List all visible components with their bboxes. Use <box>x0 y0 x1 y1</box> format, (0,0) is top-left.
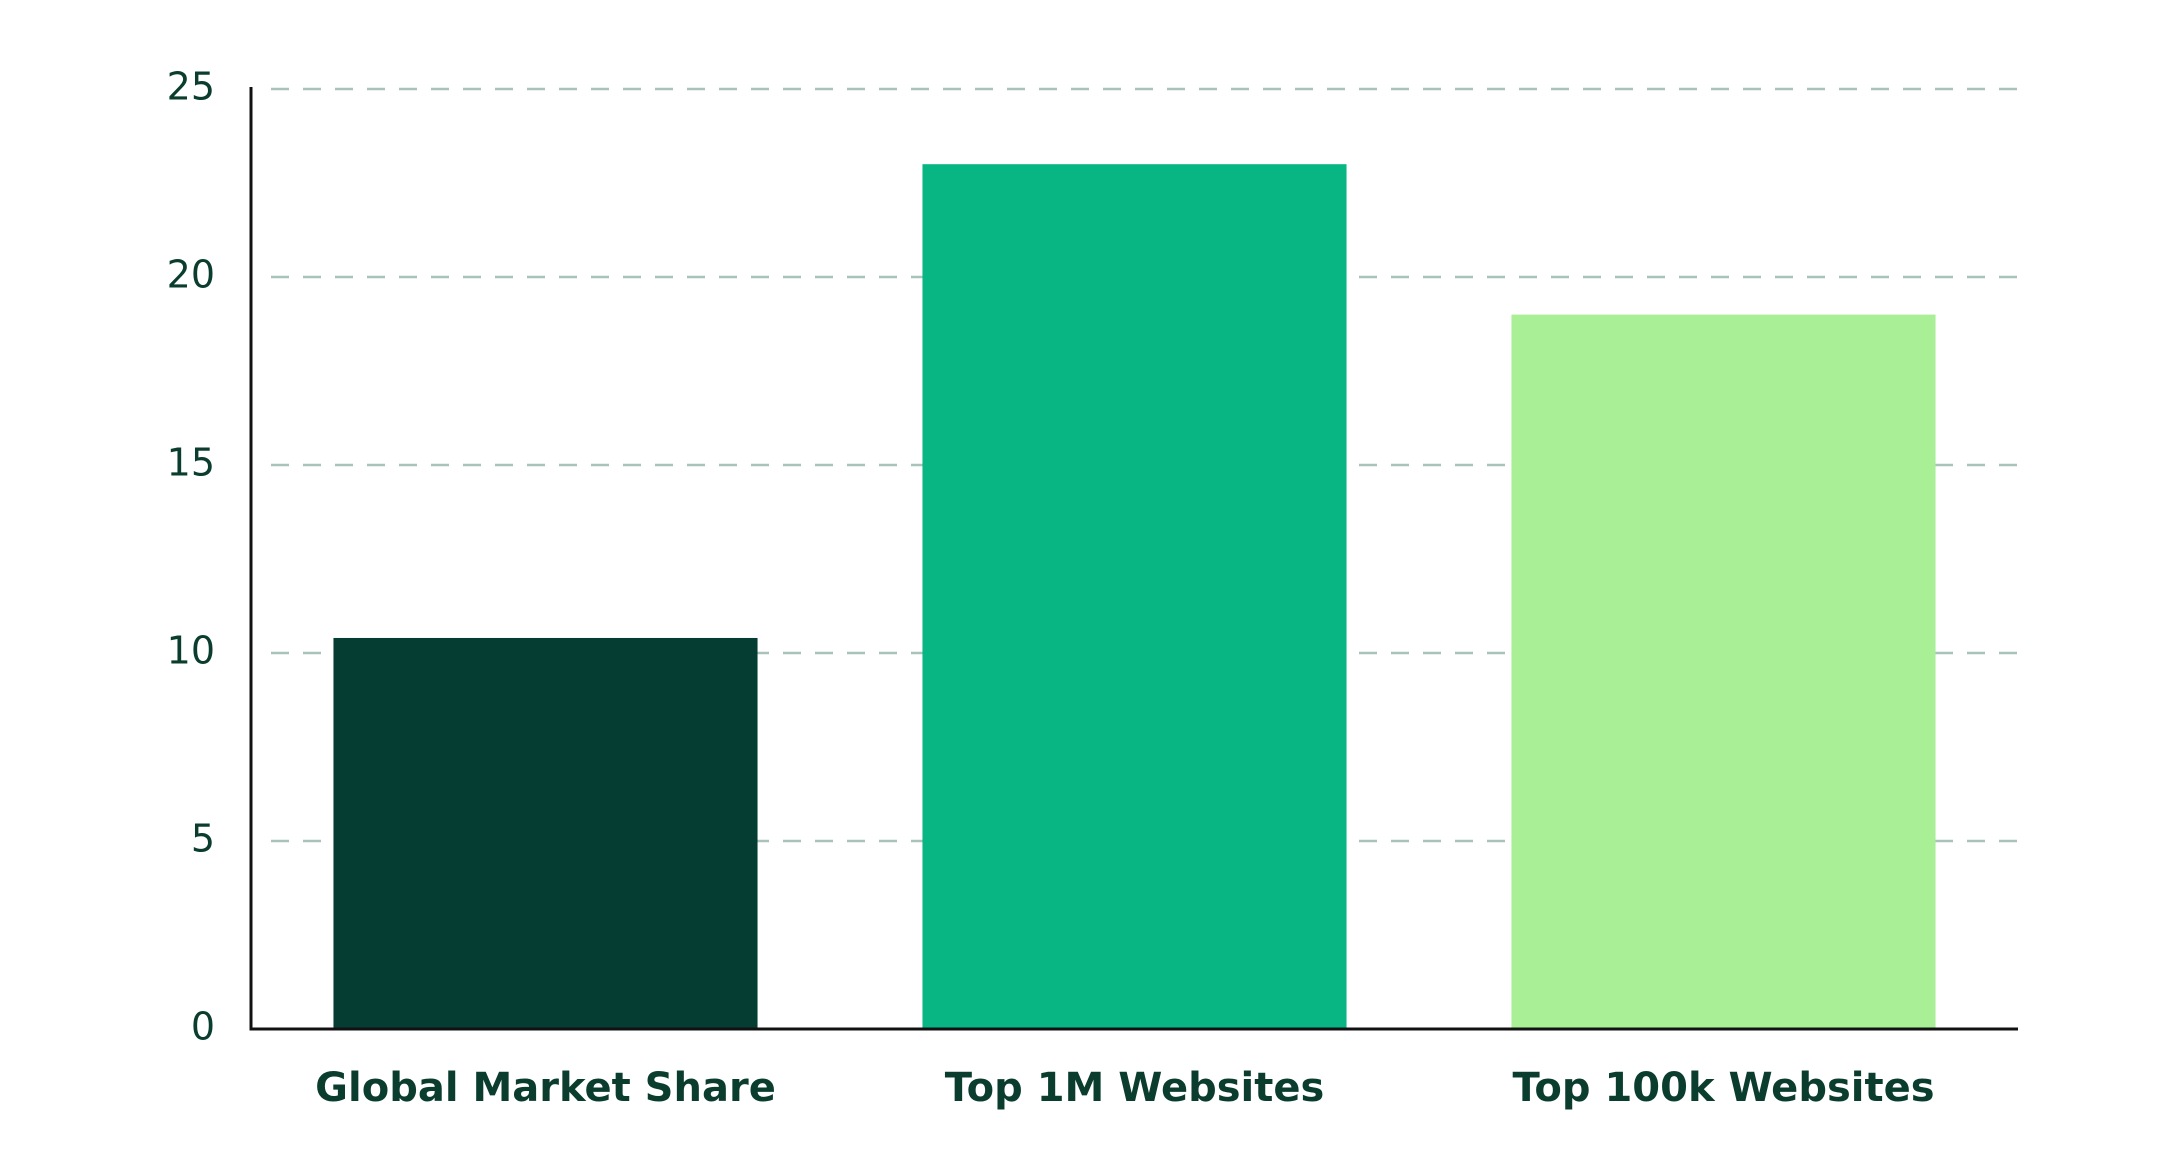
y-tick-label: 10 <box>167 629 215 673</box>
bar <box>333 637 758 1029</box>
x-tick-label: Top 100k Websites <box>1512 1065 1934 1111</box>
y-tick-label: 5 <box>191 817 215 861</box>
x-tick-label: Top 1M Websites <box>945 1065 1325 1111</box>
y-tick-label: 15 <box>167 441 215 485</box>
bar <box>1511 314 1936 1030</box>
y-tick-label: 20 <box>167 253 215 297</box>
y-tick-label: 25 <box>167 65 215 109</box>
y-tick-label: 0 <box>191 1005 215 1049</box>
x-tick-label: Global Market Share <box>315 1065 776 1111</box>
bar <box>922 164 1347 1029</box>
